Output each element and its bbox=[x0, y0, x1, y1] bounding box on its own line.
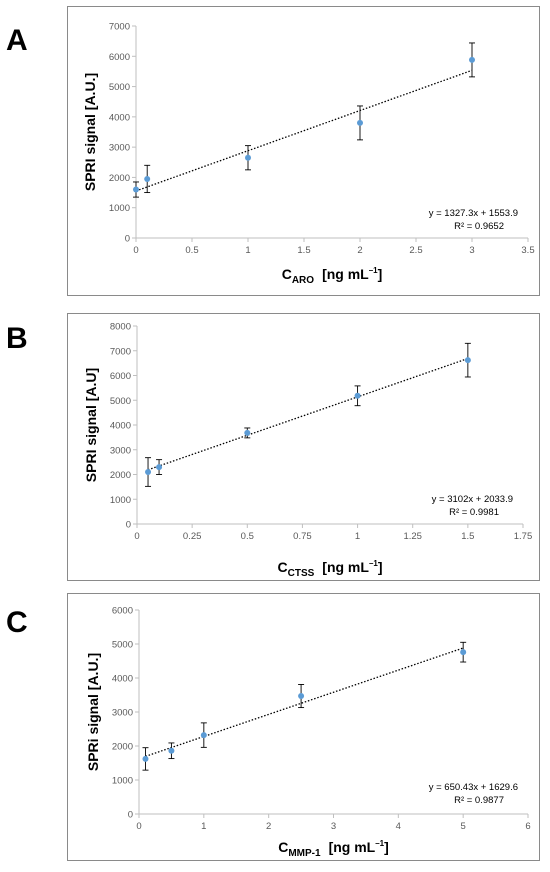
data-point bbox=[354, 392, 361, 399]
x-tick-label: 0 bbox=[133, 245, 138, 256]
trendline bbox=[135, 69, 473, 192]
y-tick-label: 6000 bbox=[112, 606, 133, 617]
chart-panel-b bbox=[67, 313, 540, 581]
x-tick-label: 1.5 bbox=[297, 245, 310, 256]
data-point bbox=[133, 186, 139, 193]
y-axis-title: SPRI signal [A.U] bbox=[83, 368, 99, 482]
trendline bbox=[147, 357, 469, 471]
r-squared-label: R² = 0.9981 bbox=[449, 507, 499, 518]
chart-a: 0 1000 2000 3000 4000 5000 6000 7000 0 0.5 1 1.5 2 2.… bbox=[82, 22, 535, 287]
y-tick-label: 2000 bbox=[110, 470, 131, 481]
x-tick-label: 1 bbox=[245, 245, 250, 256]
y-tick-label: 0 bbox=[126, 520, 131, 531]
y-tick-label: 3000 bbox=[109, 143, 130, 154]
y-tick-label: 6000 bbox=[109, 52, 130, 63]
x-axis-title: CARO [ng mL–1] bbox=[282, 266, 383, 286]
data-point bbox=[145, 469, 152, 476]
y-tick-label: 1000 bbox=[109, 203, 130, 214]
r-squared-label: R² = 0.9652 bbox=[454, 221, 504, 232]
x-tick-label: 0.5 bbox=[185, 245, 198, 256]
panel-label-c: C bbox=[6, 606, 28, 639]
data-point bbox=[168, 747, 175, 754]
x-axis-title: CCTSS [ng mL–1] bbox=[277, 559, 382, 579]
data-point bbox=[245, 154, 251, 161]
y-tick-label: 5000 bbox=[110, 396, 131, 407]
trendline bbox=[145, 647, 464, 757]
x-tick-label: 4 bbox=[396, 821, 401, 832]
x-axis-title: CMMP-1 [ng mL–1] bbox=[278, 839, 389, 859]
x-tick-label: 1.25 bbox=[403, 531, 422, 542]
trendline-equation: y = 3102x + 2033.9 bbox=[432, 494, 513, 505]
data-point bbox=[244, 429, 251, 436]
data-point bbox=[460, 649, 467, 656]
panel-label-a: A bbox=[6, 24, 28, 57]
data-point bbox=[144, 175, 151, 182]
y-tick-label: 3000 bbox=[112, 708, 133, 719]
y-tick-label: 4000 bbox=[109, 112, 130, 123]
x-tick-label: 3 bbox=[331, 821, 336, 832]
chart-panel-c bbox=[67, 593, 540, 861]
x-tick-label: 0.5 bbox=[241, 531, 254, 542]
x-tick-label: 3 bbox=[469, 245, 474, 256]
y-tick-label: 0 bbox=[125, 234, 130, 245]
x-tick-label: 0 bbox=[136, 821, 141, 832]
data-point bbox=[357, 119, 363, 126]
trendline-equation: y = 1327.3x + 1553.9 bbox=[429, 208, 518, 219]
y-axis-title: SPRi signal [A.U.] bbox=[85, 653, 101, 771]
x-tick-label: 5 bbox=[461, 821, 466, 832]
y-tick-label: 4000 bbox=[112, 674, 133, 685]
y-tick-label: 2000 bbox=[109, 173, 130, 184]
x-tick-label: 0 bbox=[134, 531, 139, 542]
x-tick-label: 0.25 bbox=[183, 531, 202, 542]
data-point bbox=[156, 464, 163, 471]
x-tick-label: 1 bbox=[201, 821, 206, 832]
chart-b: 0 1000 2000 3000 4000 5000 6000 7000 8000 0 0.25 0.… bbox=[83, 322, 532, 580]
trendline-equation: y = 650.43x + 1629.6 bbox=[429, 782, 518, 793]
y-tick-label: 3000 bbox=[110, 445, 131, 456]
data-point bbox=[200, 732, 207, 739]
x-tick-label: 6 bbox=[525, 821, 530, 832]
data-point bbox=[469, 56, 475, 63]
y-tick-label: 0 bbox=[128, 810, 133, 821]
y-tick-label: 5000 bbox=[112, 640, 133, 651]
data-point bbox=[298, 693, 305, 700]
data-point bbox=[142, 755, 149, 762]
y-axis-title: SPRI signal [A.U.] bbox=[82, 73, 98, 191]
x-tick-label: 1.5 bbox=[461, 531, 474, 542]
chart-panel-a bbox=[67, 6, 540, 296]
x-tick-label: 0.75 bbox=[293, 531, 312, 542]
data-point bbox=[464, 357, 471, 364]
y-tick-label: 5000 bbox=[109, 82, 130, 93]
x-tick-label: 1 bbox=[355, 531, 360, 542]
panel-label-b: B bbox=[6, 322, 28, 355]
r-squared-label: R² = 0.9877 bbox=[454, 795, 504, 806]
chart-c: 0 1000 2000 3000 4000 5000 6000 0 1 2 3 4 5 6 y = 650.… bbox=[85, 606, 531, 860]
y-tick-label: 2000 bbox=[112, 742, 133, 753]
x-tick-label: 2.5 bbox=[409, 245, 422, 256]
x-tick-label: 1.75 bbox=[514, 531, 533, 542]
y-tick-label: 7000 bbox=[109, 22, 130, 33]
x-tick-label: 3.5 bbox=[521, 245, 534, 256]
x-tick-label: 2 bbox=[357, 245, 362, 256]
x-tick-label: 2 bbox=[266, 821, 271, 832]
y-tick-label: 7000 bbox=[110, 346, 131, 357]
y-tick-label: 6000 bbox=[110, 371, 131, 382]
y-tick-label: 1000 bbox=[110, 495, 131, 506]
y-tick-label: 8000 bbox=[110, 322, 131, 333]
y-tick-label: 4000 bbox=[110, 421, 131, 432]
y-tick-label: 1000 bbox=[112, 776, 133, 787]
